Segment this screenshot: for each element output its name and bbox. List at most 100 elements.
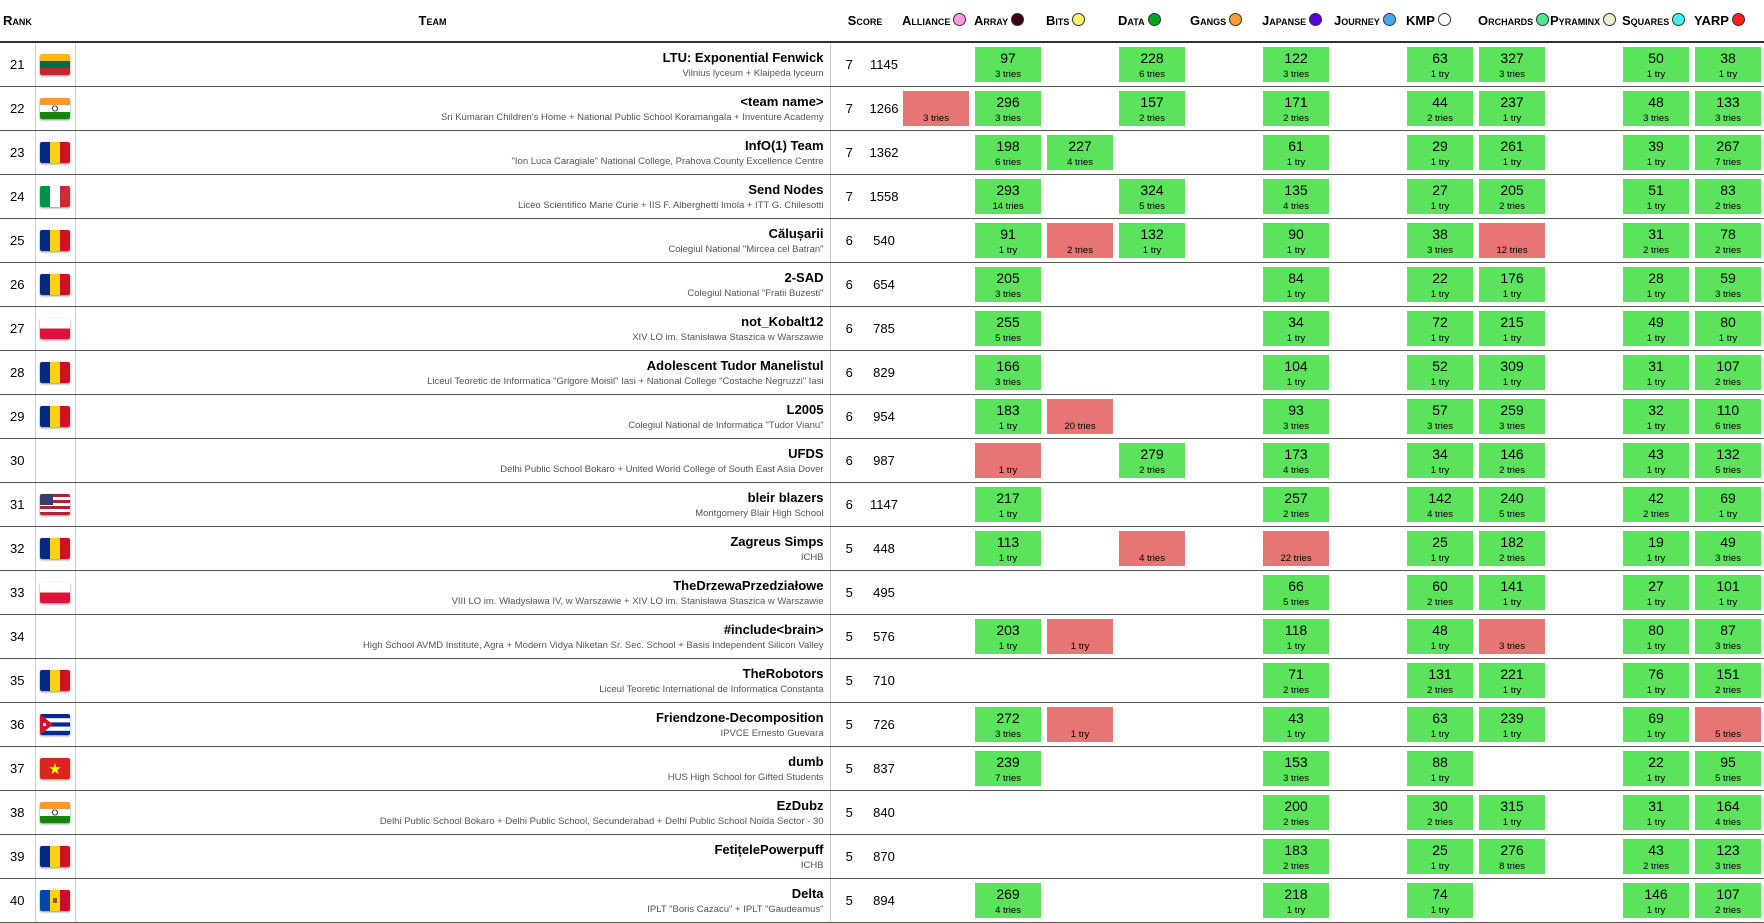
- solved-box: 39 1 try: [1623, 135, 1690, 170]
- attempts: 3 tries: [1499, 69, 1525, 80]
- problem-cell: [1116, 658, 1189, 703]
- solve-time: 80: [1648, 622, 1664, 638]
- attempts: 3 tries: [1643, 113, 1669, 124]
- problem-cell: 27 1 try: [1620, 570, 1693, 615]
- problem-cell: [1332, 42, 1405, 87]
- rank: 30: [0, 438, 36, 483]
- problem-header: Squares: [1620, 0, 1693, 43]
- solved-box: 133 3 tries: [1695, 91, 1762, 126]
- penalty: 1266: [868, 86, 901, 131]
- attempts: 2 tries: [1067, 245, 1093, 256]
- problem-cell: [900, 834, 973, 879]
- attempts: 1 try: [1502, 289, 1522, 300]
- solve-time: 122: [1284, 50, 1308, 66]
- problem-cell: 83 2 tries: [1692, 174, 1764, 219]
- solve-time: 176: [1500, 270, 1524, 286]
- solve-time: 31: [1648, 798, 1664, 814]
- rank: 31: [0, 482, 36, 527]
- problem-cell: 228 6 tries: [1116, 42, 1189, 87]
- attempts: 4 tries: [1427, 509, 1453, 520]
- flag-cell: [35, 262, 76, 307]
- solved-box: 87 3 tries: [1695, 619, 1762, 654]
- solved: 6: [830, 218, 869, 263]
- attempts: 3 tries: [1715, 113, 1741, 124]
- team-name: <team name>: [740, 94, 824, 109]
- team-row: 36 Friendzone-Decomposition IPVCE Ernesto …: [0, 702, 1764, 747]
- team-row: 24 Send Nodes Liceo Scientifico Marie Curi…: [0, 174, 1764, 219]
- problem-cell: 259 3 tries: [1476, 394, 1549, 439]
- failed-box: 12 tries: [1479, 223, 1546, 258]
- solve-time: 38: [1432, 226, 1448, 242]
- attempts: 5 tries: [1283, 597, 1309, 608]
- solve-time: 27: [1432, 182, 1448, 198]
- problem-cell: 327 3 tries: [1476, 42, 1549, 87]
- problem-cell: [1044, 306, 1117, 351]
- problem-cell: 1 try: [1044, 702, 1117, 747]
- solved-box: 123 3 tries: [1695, 839, 1762, 874]
- flag-cell: [35, 526, 76, 571]
- problem-cell: 28 1 try: [1620, 262, 1693, 307]
- solved-box: 259 3 tries: [1479, 399, 1546, 434]
- problem-cell: [1188, 394, 1261, 439]
- solved-box: 309 1 try: [1479, 355, 1546, 390]
- problem-header: YARP: [1692, 0, 1764, 43]
- attempts: 2 tries: [1283, 113, 1309, 124]
- problem-cell: [1116, 702, 1189, 747]
- problem-cell: [1188, 790, 1261, 835]
- attempts: 1 try: [1430, 201, 1450, 212]
- problem-name: Orchards: [1478, 13, 1534, 28]
- solved-box: 255 5 tries: [975, 311, 1042, 346]
- team-school: ICHB: [800, 552, 824, 563]
- attempts: 2 tries: [1139, 113, 1165, 124]
- problem-cell: 133 3 tries: [1692, 86, 1764, 131]
- solved-box: 69 1 try: [1695, 487, 1762, 522]
- problem-name: Array: [974, 13, 1009, 28]
- solved: 7: [830, 174, 869, 219]
- rank: 33: [0, 570, 36, 615]
- team-row: 31 bleir blazers Montgomery Blair High Sch…: [0, 482, 1764, 527]
- team-name: InfO(1) Team: [745, 138, 824, 153]
- attempts: 3 tries: [1283, 773, 1309, 784]
- team-school: Liceul Teoretic International de Informa…: [599, 684, 824, 695]
- team-row: 22 <team name> Sri Kumaran Children's Home…: [0, 86, 1764, 131]
- solve-time: 19: [1648, 534, 1664, 550]
- attempts: 20 tries: [1064, 421, 1096, 432]
- problem-cell: 257 2 tries: [1260, 482, 1333, 527]
- problem-cell: 61 1 try: [1260, 130, 1333, 175]
- problem-cell: [900, 218, 973, 263]
- problem-cell: 63 1 try: [1404, 42, 1477, 87]
- problem-cell: [1116, 790, 1189, 835]
- problem-cell: 32 1 try: [1620, 394, 1693, 439]
- attempts: 7 tries: [995, 773, 1021, 784]
- team-name: EzDubz: [776, 798, 824, 813]
- solved-box: 157 2 tries: [1119, 91, 1186, 126]
- rank: 34: [0, 614, 36, 659]
- failed-box: 5 tries: [1695, 707, 1762, 742]
- attempts: 1 try: [1286, 905, 1306, 916]
- solved-box: 205 2 tries: [1479, 179, 1546, 214]
- solved-box: 203 1 try: [975, 619, 1042, 654]
- team-row: 29 L2005 Colegiul National de Informatica …: [0, 394, 1764, 439]
- problem-cell: [1044, 174, 1117, 219]
- solved-box: 93 3 tries: [1263, 399, 1330, 434]
- solved-box: 132 5 tries: [1695, 443, 1762, 478]
- penalty: 726: [868, 702, 901, 747]
- problem-cell: 198 6 tries: [972, 130, 1045, 175]
- attempts: 2 tries: [1427, 817, 1453, 828]
- solved-box: 34 1 try: [1263, 311, 1330, 346]
- solved-box: 267 7 tries: [1695, 135, 1762, 170]
- solve-time: 57: [1432, 402, 1448, 418]
- problem-cell: 39 1 try: [1620, 130, 1693, 175]
- team-school: XIV LO im. Stanisława Staszica w Warszaw…: [632, 332, 824, 343]
- solve-time: 203: [996, 622, 1020, 638]
- team-row: 32 Zagreus Simps ICHB 5 448 113 1 try 4 tries 22…: [0, 526, 1764, 571]
- problem-cell: 2 tries: [1044, 218, 1117, 263]
- solve-time: 217: [996, 490, 1020, 506]
- problem-cell: [900, 570, 973, 615]
- problem-cell: 63 1 try: [1404, 702, 1477, 747]
- solved-box: 90 1 try: [1263, 223, 1330, 258]
- problem-cell: [1044, 438, 1117, 483]
- solve-time: 22: [1432, 270, 1448, 286]
- balloon-dot: [1731, 13, 1745, 26]
- penalty: 1362: [868, 130, 901, 175]
